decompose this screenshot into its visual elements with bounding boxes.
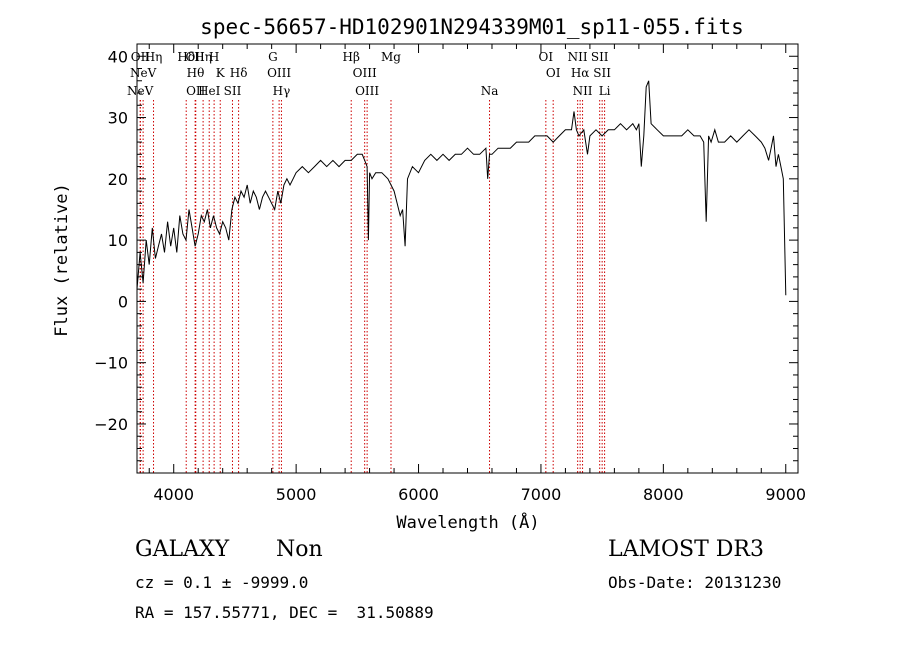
y-tick-label: −20	[94, 415, 128, 434]
marker-label-9: HeI	[198, 84, 221, 98]
y-tick-label: 20	[108, 170, 128, 189]
x-tick-label: 4000	[153, 485, 194, 504]
marker-label-3: Hη	[145, 50, 163, 64]
marker-label-7: OII	[186, 84, 206, 98]
y-tick-label: 40	[108, 47, 128, 66]
marker-label-5: OII	[185, 50, 205, 64]
plot-frame	[136, 43, 799, 474]
chart-title: spec-56657-HD102901N294339M01_sp11-055.f…	[200, 15, 744, 39]
x-tick-label: 6000	[398, 485, 439, 504]
x-tick-label: 9000	[765, 485, 806, 504]
x-tick-label: 5000	[276, 485, 317, 504]
emission-line-markers	[139, 100, 606, 473]
marker-label-16: Hγ	[273, 84, 291, 98]
marker-label-2: NeV	[130, 66, 157, 80]
coordinates-readout: RA = 157.55771, DEC = 31.50889	[135, 603, 434, 622]
marker-label-20: Mg	[381, 50, 401, 64]
marker-label-26: NII	[573, 84, 593, 98]
subclass-label: Non	[276, 537, 323, 562]
marker-label-22: OI	[539, 50, 554, 64]
y-tick-label: 10	[108, 231, 128, 250]
y-tick-label: 0	[118, 292, 128, 311]
survey-label: LAMOST DR3	[608, 537, 764, 562]
marker-label-28: SII	[593, 66, 611, 80]
marker-label-1: OII	[131, 50, 151, 64]
spectrum-chart: spec-56657-HD102901N294339M01_sp11-055.f…	[52, 15, 806, 533]
marker-label-18: OIII	[353, 66, 377, 80]
marker-label-10: H	[209, 50, 219, 64]
marker-label-19: OIII	[355, 84, 379, 98]
marker-label-14: G	[268, 50, 278, 64]
x-tick-label: 8000	[643, 485, 684, 504]
y-tick-label: −10	[94, 354, 128, 373]
marker-label-29: Li	[599, 84, 611, 98]
marker-label-12: SII	[224, 84, 242, 98]
y-tick-label: 30	[108, 109, 128, 128]
marker-label-0: NeV	[127, 84, 154, 98]
y-axis-label: Flux (relative)	[52, 183, 72, 337]
marker-label-8: Hη	[194, 50, 212, 64]
marker-label-15: OIII	[267, 66, 291, 80]
x-axis-label: Wavelength (Å)	[396, 511, 539, 533]
marker-label-6: Hθ	[187, 66, 205, 80]
y-axis-ticks: −20 −10 0 10 20 30 40	[94, 43, 798, 462]
marker-label-21: Na	[481, 84, 499, 98]
classification-label: GALAXY	[135, 537, 230, 562]
marker-label-27: SII	[591, 50, 609, 64]
x-axis-ticks: 4000 5000 6000 7000 8000 9000	[148, 44, 806, 504]
redshift-readout: cz = 0.1 ± -9999.0	[135, 573, 309, 592]
marker-label-25: Hα	[571, 66, 590, 80]
marker-label-24: NII	[568, 50, 588, 64]
marker-label-17: Hβ	[343, 50, 360, 64]
marker-label-4: Hδ	[177, 50, 195, 64]
marker-label-13: Hδ	[230, 66, 248, 80]
marker-label-11: K	[216, 66, 226, 80]
spectrum-line	[136, 80, 787, 296]
observation-date: Obs-Date: 20131230	[608, 573, 782, 592]
x-tick-label: 7000	[521, 485, 562, 504]
marker-label-23: OI	[546, 66, 561, 80]
